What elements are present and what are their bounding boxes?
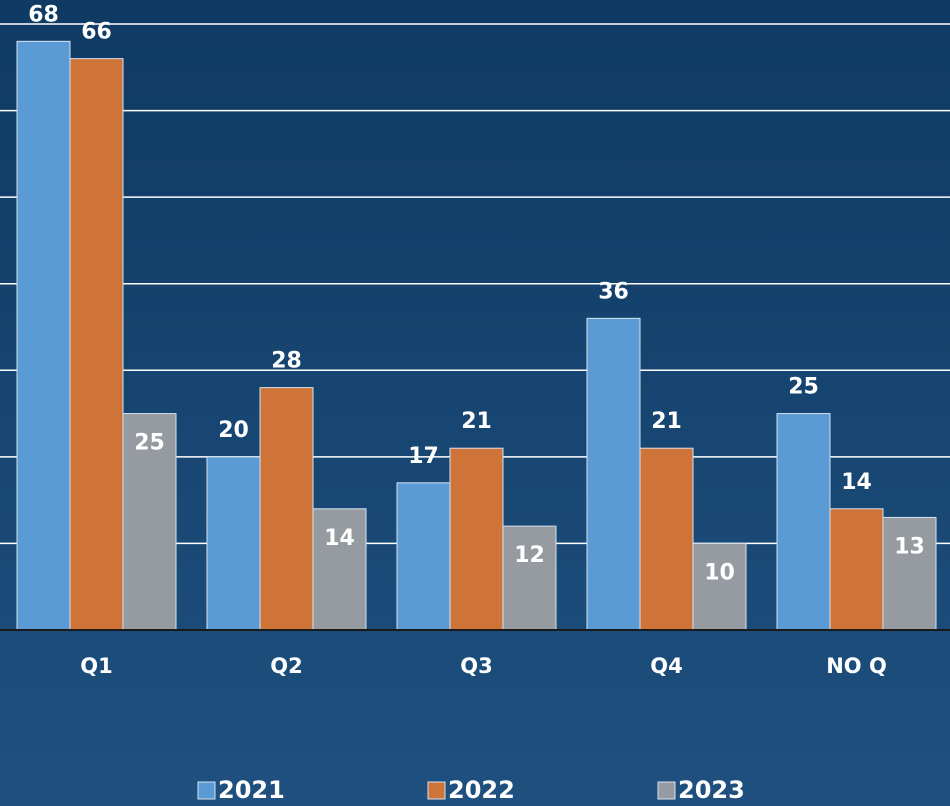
bar bbox=[776, 413, 831, 631]
x-tick-label: Q3 bbox=[460, 654, 492, 678]
x-tick-label: Q4 bbox=[650, 654, 682, 678]
data-label: 13 bbox=[894, 534, 925, 559]
bar bbox=[882, 516, 937, 631]
bar bbox=[502, 525, 557, 631]
bar bbox=[639, 447, 694, 631]
legend-label: 2021 bbox=[218, 776, 285, 804]
data-label: 20 bbox=[218, 418, 249, 443]
bar bbox=[122, 413, 177, 631]
data-label: 36 bbox=[598, 279, 629, 304]
legend-label: 2022 bbox=[448, 776, 515, 804]
data-label: 25 bbox=[134, 431, 165, 456]
data-label: 10 bbox=[704, 560, 735, 585]
legend-swatch bbox=[657, 781, 676, 800]
data-label: 66 bbox=[81, 20, 112, 45]
bar bbox=[312, 508, 367, 631]
bar bbox=[16, 40, 71, 631]
data-label: 21 bbox=[651, 409, 682, 434]
bar bbox=[692, 542, 747, 631]
bar bbox=[829, 508, 884, 631]
data-label: 17 bbox=[408, 444, 439, 469]
x-tick-label: Q1 bbox=[80, 654, 112, 678]
bar bbox=[259, 387, 314, 631]
bar bbox=[586, 317, 641, 631]
bar bbox=[396, 482, 451, 631]
data-label: 12 bbox=[514, 543, 545, 568]
bar bbox=[69, 58, 124, 631]
data-label: 14 bbox=[324, 526, 355, 551]
bar bbox=[449, 447, 504, 631]
data-label: 25 bbox=[788, 375, 819, 400]
x-tick-label: NO Q bbox=[826, 654, 887, 678]
data-label: 14 bbox=[841, 470, 872, 495]
data-label: 21 bbox=[461, 409, 492, 434]
legend-swatch bbox=[197, 781, 216, 800]
data-label: 28 bbox=[271, 349, 302, 374]
bar bbox=[206, 456, 261, 631]
legend-swatch bbox=[427, 781, 446, 800]
x-tick-label: Q2 bbox=[270, 654, 302, 678]
data-label: 68 bbox=[28, 2, 59, 27]
legend-label: 2023 bbox=[678, 776, 745, 804]
